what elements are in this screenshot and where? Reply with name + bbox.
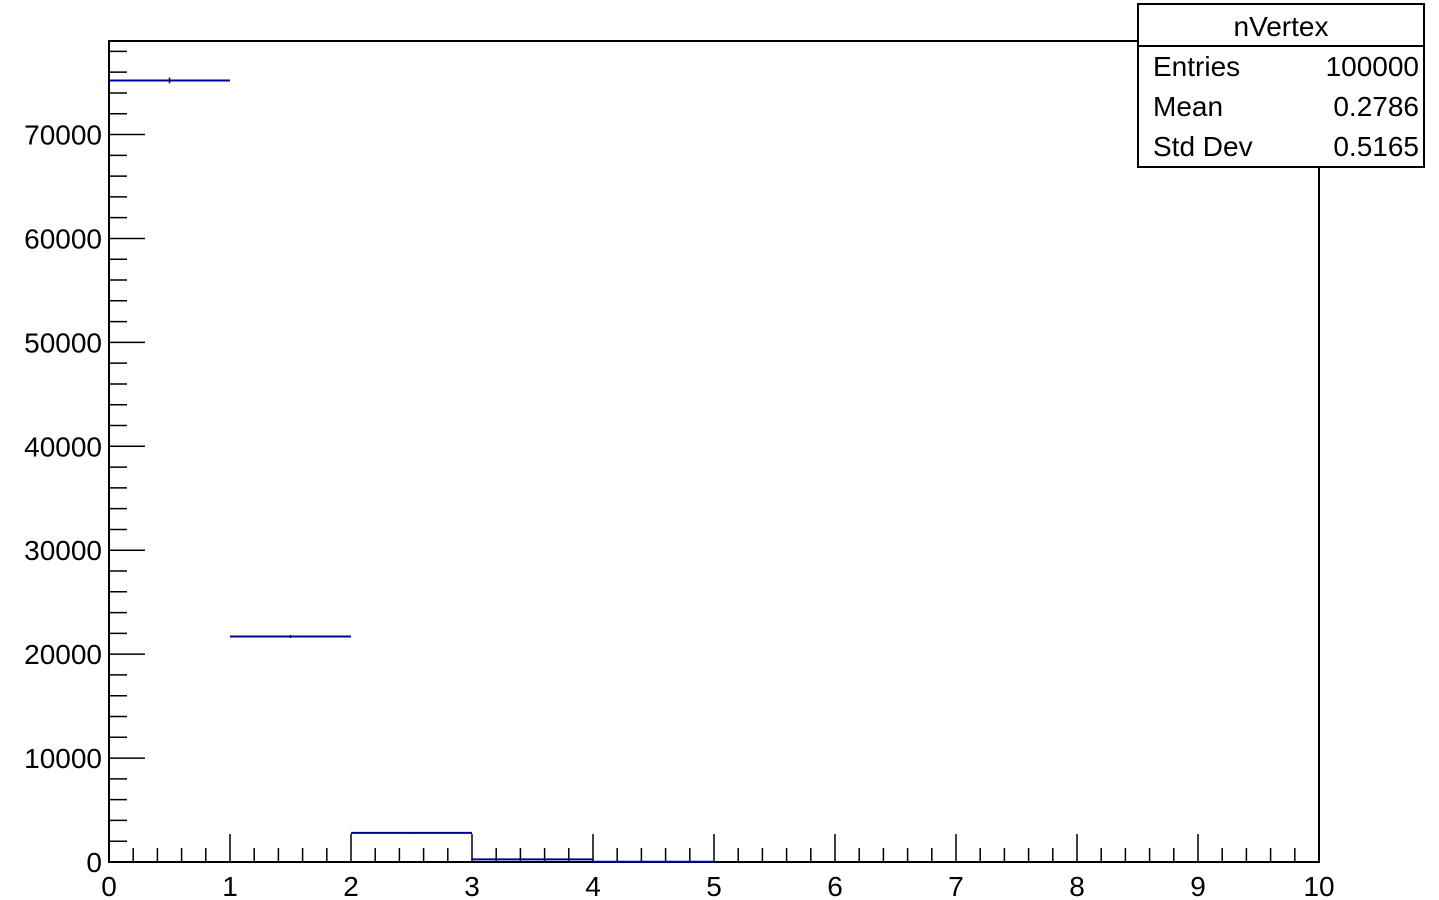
stats-label: Mean <box>1153 91 1224 122</box>
stats-label: Entries <box>1153 51 1241 82</box>
x-tick-label: 7 <box>948 871 964 900</box>
stats-row-mean: Mean 0.2786 <box>1139 87 1423 127</box>
x-tick-label: 6 <box>827 871 843 900</box>
x-tick-label: 4 <box>585 871 601 900</box>
x-tick-label: 9 <box>1190 871 1206 900</box>
y-tick-label: 30000 <box>24 535 102 566</box>
y-tick-label: 20000 <box>24 639 102 670</box>
stats-row-entries: Entries 100000 <box>1139 47 1423 87</box>
stats-value: 100000 <box>1325 51 1419 82</box>
stats-row-std-dev: Std Dev 0.5165 <box>1139 127 1423 167</box>
x-tick-label: 5 <box>706 871 722 900</box>
stats-value: 0.2786 <box>1333 91 1419 122</box>
x-tick-label: 8 <box>1069 871 1085 900</box>
x-tick-label: 0 <box>101 871 117 900</box>
histogram-bins <box>109 77 714 863</box>
x-tick-label: 1 <box>222 871 238 900</box>
stats-title: nVertex <box>1139 5 1423 47</box>
y-tick-label: 50000 <box>24 327 102 358</box>
stats-value: 0.5165 <box>1333 131 1419 162</box>
axes: 0 1 2 3 4 5 6 7 8 9 10 0 10000 20000 30000 40000 50000 60… <box>24 40 1335 900</box>
y-tick-label: 40000 <box>24 431 102 462</box>
x-tick-label: 10 <box>1303 871 1334 900</box>
y-tick-label: 10000 <box>24 743 102 774</box>
x-tick-label: 3 <box>464 871 480 900</box>
stats-box: nVertex Entries 100000 Mean 0.2786 Std D… <box>1137 3 1425 168</box>
stats-label: Std Dev <box>1153 131 1253 162</box>
y-tick-label: 0 <box>86 847 102 878</box>
y-tick-label: 60000 <box>24 223 102 254</box>
y-tick-label: 70000 <box>24 120 102 151</box>
x-tick-label: 2 <box>343 871 359 900</box>
